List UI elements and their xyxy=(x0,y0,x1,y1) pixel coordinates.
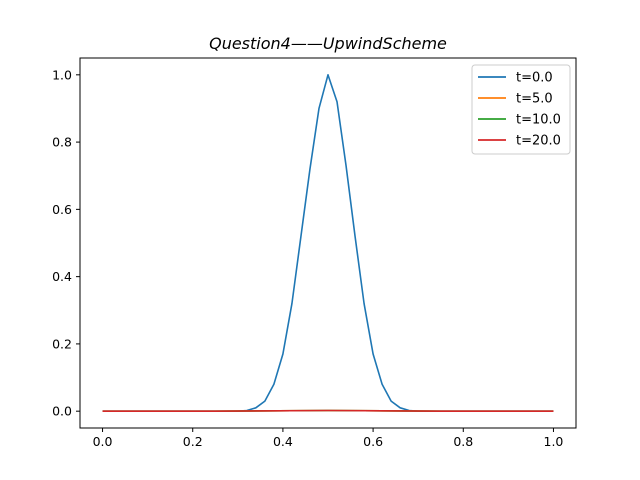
chart-title: Question4——UpwindScheme xyxy=(209,34,447,53)
x-tick-label: 0.6 xyxy=(363,434,383,449)
y-tick-label: 1.0 xyxy=(52,67,72,82)
y-tick-label: 0.2 xyxy=(52,336,72,351)
y-tick-label: 0.6 xyxy=(52,202,72,217)
plot-lines xyxy=(102,74,554,412)
x-tick-label: 0.8 xyxy=(453,434,473,449)
series-line-0 xyxy=(102,74,554,412)
y-tick-label: 0.4 xyxy=(52,269,72,284)
legend-label: t=10.0 xyxy=(516,113,561,128)
y-tick-label: 0.8 xyxy=(52,135,72,150)
legend-label: t=5.0 xyxy=(516,92,553,107)
legend-label: t=20.0 xyxy=(516,134,561,149)
series-line-3 xyxy=(102,409,554,412)
legend: t=0.0 t=5.0 t=10.0 t=20.0 xyxy=(471,64,571,155)
y-tick-label: 0.0 xyxy=(52,404,72,419)
axes-frame xyxy=(79,57,577,429)
x-axis: 0.0 0.2 0.4 0.6 0.8 1.0 xyxy=(93,428,564,449)
x-tick-label: 1.0 xyxy=(544,434,564,449)
x-tick-label: 0.4 xyxy=(273,434,293,449)
x-tick-label: 0.2 xyxy=(183,434,203,449)
legend-box xyxy=(471,64,571,155)
legend-label: t=0.0 xyxy=(516,71,553,86)
x-tick-label: 0.0 xyxy=(93,434,113,449)
y-axis: 0.0 0.2 0.4 0.6 0.8 1.0 xyxy=(52,67,80,419)
